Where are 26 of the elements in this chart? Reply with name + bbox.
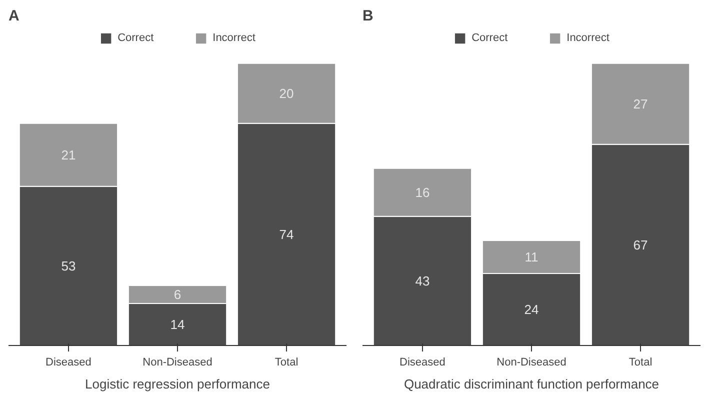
x-tick-label: Non-Diseased — [496, 356, 566, 368]
data-label: 74 — [279, 226, 294, 242]
legend-label: Incorrect — [212, 32, 256, 44]
x-tick-label: Diseased — [46, 356, 92, 368]
data-label: 53 — [61, 258, 76, 274]
x-axis-title: Quadratic discriminant function performance — [404, 376, 660, 392]
data-label: 24 — [524, 302, 539, 317]
chart-title: B — [362, 8, 374, 24]
data-label: 11 — [524, 249, 538, 264]
data-label: 67 — [633, 237, 648, 252]
data-label: 21 — [61, 147, 76, 162]
legend-label: Correct — [118, 32, 154, 44]
x-tick-label: Total — [628, 356, 652, 368]
legend-label: Correct — [472, 32, 508, 44]
x-tick-label: Total — [274, 356, 298, 368]
data-label: 6 — [174, 286, 182, 302]
x-tick-label: Non-Diseased — [142, 356, 212, 368]
data-label: 14 — [170, 316, 185, 332]
chart-title: A — [8, 8, 20, 24]
data-label: 27 — [633, 96, 648, 112]
data-label: 20 — [279, 86, 294, 101]
x-tick-label: Diseased — [400, 356, 446, 368]
data-label: 43 — [415, 273, 430, 288]
data-label: 16 — [415, 184, 430, 200]
x-axis-title: Logistic regression performance — [85, 376, 270, 392]
legend-label: Incorrect — [566, 32, 610, 44]
